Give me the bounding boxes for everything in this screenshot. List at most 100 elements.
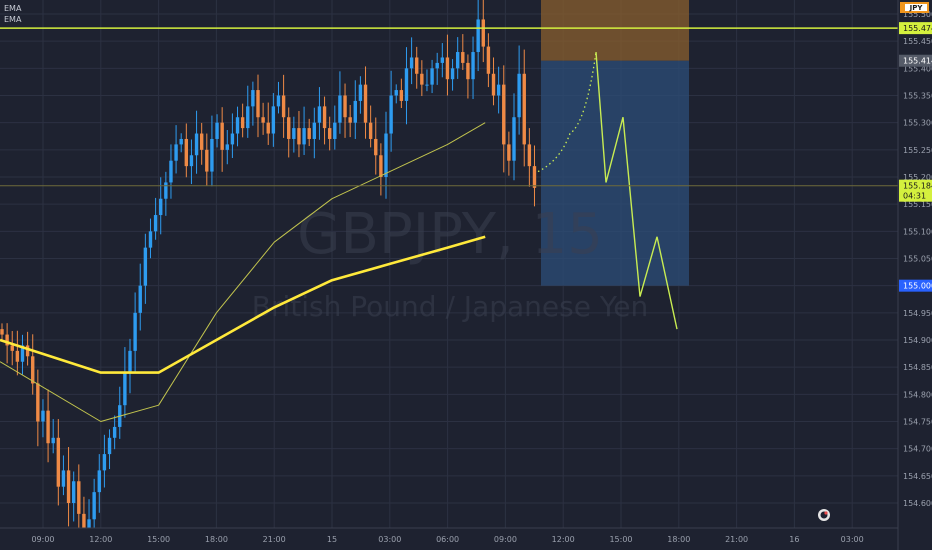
candle-body — [374, 138, 378, 156]
price-tick-label: 154.600 — [903, 499, 932, 508]
time-tick-label: 12:00 — [89, 535, 112, 544]
candle-body — [404, 68, 409, 101]
candle-body — [210, 138, 214, 172]
price-tick-label: 154.850 — [903, 363, 932, 372]
candle-body — [358, 84, 363, 101]
candle-body — [184, 138, 189, 167]
currency-badge-label: JPY — [909, 4, 924, 12]
candle-body — [169, 160, 173, 183]
price-label-current: 155.184 — [903, 182, 932, 191]
candle-body — [368, 122, 373, 139]
candle-body — [496, 84, 501, 96]
candle-body — [512, 117, 516, 161]
candle-body — [338, 95, 342, 123]
candle-body — [61, 470, 66, 487]
candle-body — [281, 95, 286, 118]
candle-body — [394, 90, 398, 96]
candle-body — [261, 117, 265, 123]
candle-body — [322, 106, 327, 129]
time-tick-label: 21:00 — [725, 535, 748, 544]
candle-body — [97, 470, 101, 493]
time-tick-label: 16 — [789, 535, 799, 544]
price-tick-label: 154.950 — [903, 309, 932, 318]
time-tick-label: 09:00 — [31, 535, 54, 544]
candle-body — [435, 62, 439, 69]
price-axis: 155.500 155.450 155.400 155.350 155.300 155.2… — [898, 0, 932, 550]
time-axis-bg — [0, 528, 898, 550]
candle-body — [41, 410, 45, 422]
candle-body — [455, 52, 460, 69]
candle-body — [256, 90, 260, 118]
indicator-label-ema-slow[interactable]: EMA — [4, 4, 22, 13]
candle-body — [389, 95, 393, 134]
candle-body — [297, 128, 301, 145]
candle-body — [92, 492, 96, 520]
candle-body — [379, 155, 383, 177]
candle-body — [302, 128, 306, 145]
price-tick-label: 155.100 — [903, 227, 932, 236]
candle-body — [240, 117, 245, 129]
time-tick-label: 03:00 — [378, 535, 401, 544]
candle-body — [112, 426, 117, 438]
candle-body — [215, 122, 219, 139]
candle-body — [15, 350, 20, 362]
candle-body — [225, 144, 229, 150]
price-label-bg — [899, 179, 932, 202]
candle-body — [425, 84, 429, 86]
candle-body — [517, 73, 521, 118]
candle-body — [71, 481, 76, 503]
candle-body — [276, 95, 281, 107]
candle-body — [138, 285, 142, 313]
watermark-description: British Pound / Japanese Yen — [252, 290, 648, 323]
candle-body — [246, 106, 250, 129]
candle-body — [348, 117, 352, 123]
candle-body — [486, 46, 491, 74]
candle-body — [31, 356, 35, 384]
price-tick-label: 155.350 — [903, 92, 932, 101]
candle-body — [507, 144, 511, 161]
candle-body — [143, 247, 148, 286]
candle-body — [363, 84, 368, 123]
candle-body — [415, 57, 419, 74]
candle-body — [25, 345, 30, 357]
candle-body — [502, 84, 506, 145]
candle-body — [189, 155, 194, 167]
candle-body — [312, 122, 317, 139]
candle-body — [343, 95, 347, 118]
candle-body — [51, 437, 55, 444]
candle-body — [230, 133, 235, 145]
candle-body — [174, 144, 178, 161]
candle-body — [353, 100, 357, 123]
candle-body — [82, 513, 86, 531]
candlesticks — [0, 0, 537, 543]
price-label-resistance: 155.474 — [903, 24, 932, 33]
currency-badge[interactable]: JPY — [900, 2, 929, 13]
candle-body — [159, 198, 163, 216]
price-label-countdown: 04:31 — [903, 192, 926, 201]
candle-body — [409, 57, 414, 69]
candle-body — [36, 383, 40, 422]
time-tick-label: 03:00 — [841, 535, 864, 544]
indicator-label-ema-fast[interactable]: EMA — [4, 15, 22, 24]
candle-body — [266, 122, 270, 134]
time-tick-label: 15:00 — [609, 535, 632, 544]
price-tick-label: 155.400 — [903, 64, 932, 73]
time-axis: 09:00 12:00 15:00 18:00 21:00 15 03:00 06:00 09:… — [0, 0, 899, 550]
candle-body — [271, 106, 276, 134]
stop-loss-zone — [541, 0, 689, 61]
candle-body — [10, 345, 14, 351]
price-tick-label: 154.750 — [903, 418, 932, 427]
candle-body — [481, 19, 485, 47]
candle-body — [450, 68, 455, 80]
projection-dotted — [537, 51, 597, 173]
candle-body — [251, 90, 255, 107]
price-label-stop: 155.414 — [903, 57, 932, 66]
price-tick-label: 155.150 — [903, 200, 932, 209]
time-tick-label: 21:00 — [263, 535, 286, 544]
candle-body — [471, 52, 475, 80]
candle-body — [205, 149, 209, 172]
candle-body — [527, 144, 532, 167]
price-tick-label: 155.250 — [903, 146, 932, 155]
candle-body — [399, 90, 404, 101]
